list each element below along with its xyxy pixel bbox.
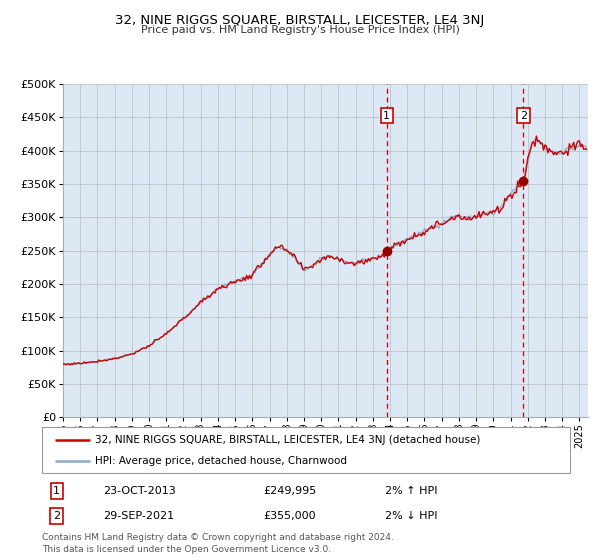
Text: 1: 1 [53, 486, 60, 496]
Text: £355,000: £355,000 [264, 511, 316, 521]
Text: 2% ↑ HPI: 2% ↑ HPI [385, 486, 438, 496]
Text: 2: 2 [53, 511, 61, 521]
Text: 2% ↓ HPI: 2% ↓ HPI [385, 511, 438, 521]
Text: Price paid vs. HM Land Registry's House Price Index (HPI): Price paid vs. HM Land Registry's House … [140, 25, 460, 35]
Text: 1: 1 [383, 111, 390, 120]
Text: 29-SEP-2021: 29-SEP-2021 [103, 511, 174, 521]
Text: 32, NINE RIGGS SQUARE, BIRSTALL, LEICESTER, LE4 3NJ: 32, NINE RIGGS SQUARE, BIRSTALL, LEICEST… [115, 14, 485, 27]
Text: £249,995: £249,995 [264, 486, 317, 496]
Text: 32, NINE RIGGS SQUARE, BIRSTALL, LEICESTER, LE4 3NJ (detached house): 32, NINE RIGGS SQUARE, BIRSTALL, LEICEST… [95, 435, 480, 445]
Text: HPI: Average price, detached house, Charnwood: HPI: Average price, detached house, Char… [95, 456, 347, 466]
Text: 2: 2 [520, 111, 527, 120]
FancyBboxPatch shape [42, 427, 570, 473]
Text: Contains HM Land Registry data © Crown copyright and database right 2024.
This d: Contains HM Land Registry data © Crown c… [42, 533, 394, 554]
Text: 23-OCT-2013: 23-OCT-2013 [103, 486, 175, 496]
